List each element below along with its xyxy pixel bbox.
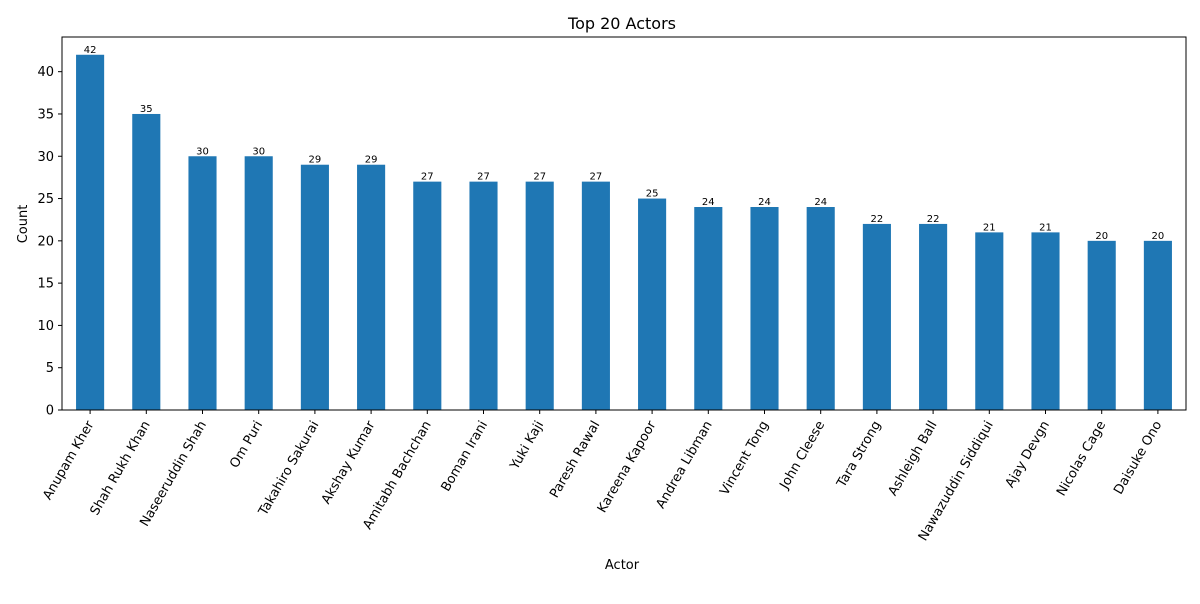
bar-value-label: 25: [646, 189, 659, 200]
bar: [581, 181, 610, 410]
bar-value-label: 21: [1039, 222, 1052, 233]
bar-value-label: 20: [1095, 231, 1108, 242]
y-tick-label: 15: [37, 277, 54, 292]
bar: [694, 207, 723, 410]
y-tick-label: 20: [37, 234, 54, 249]
bar: [357, 164, 386, 410]
bar: [638, 198, 667, 410]
bar: [413, 181, 442, 410]
bar: [469, 181, 498, 410]
bar-value-label: 24: [814, 197, 827, 208]
bar: [244, 156, 273, 410]
bar: [188, 156, 217, 410]
bar-value-label: 20: [1152, 231, 1165, 242]
y-axis-title: Count: [16, 205, 31, 244]
bar: [1031, 232, 1060, 410]
bar-value-label: 42: [84, 45, 97, 56]
bar-value-label: 22: [871, 214, 884, 225]
bar: [1087, 240, 1116, 410]
bar: [919, 223, 948, 410]
bar: [132, 113, 161, 410]
y-tick-label: 40: [37, 65, 54, 80]
bar-value-label: 22: [927, 214, 940, 225]
y-tick-label: 35: [37, 107, 54, 122]
bar: [525, 181, 554, 410]
y-tick-label: 5: [46, 361, 54, 376]
chart-title: Top 20 Actors: [567, 14, 676, 33]
bar-value-label: 30: [196, 146, 209, 157]
bar: [76, 54, 105, 411]
bar-labels-group: 42 35 30 30 29 29 27 27 27 27 25 24 24 24 22 22 21 21 20 20: [84, 45, 1165, 242]
bar-value-label: 27: [590, 172, 603, 183]
plot-frame: [61, 36, 1187, 411]
bar: [750, 207, 779, 410]
bar-value-label: 27: [421, 172, 434, 183]
y-axis-ticks: 0 5 10 15 20 25 30 35 40: [37, 65, 62, 419]
bar-value-label: 24: [702, 197, 715, 208]
y-tick-label: 30: [37, 150, 54, 165]
bar-value-label: 27: [533, 172, 546, 183]
bar: [1143, 240, 1172, 410]
bar-value-label: 35: [140, 104, 153, 115]
bar-value-label: 30: [252, 146, 265, 157]
bar-value-label: 29: [309, 155, 322, 166]
bar: [806, 207, 835, 410]
bar: [975, 232, 1004, 410]
x-axis-title: Actor: [605, 558, 640, 573]
bar: [862, 223, 891, 410]
y-tick-label: 10: [37, 319, 54, 334]
y-tick-label: 0: [46, 404, 54, 419]
bar-value-label: 21: [983, 222, 996, 233]
bar: [300, 164, 329, 410]
bars-group: [76, 54, 1172, 411]
bar-value-label: 24: [758, 197, 771, 208]
bar-value-label: 29: [365, 155, 378, 166]
bar-value-label: 27: [477, 172, 490, 183]
y-tick-label: 25: [37, 192, 54, 207]
